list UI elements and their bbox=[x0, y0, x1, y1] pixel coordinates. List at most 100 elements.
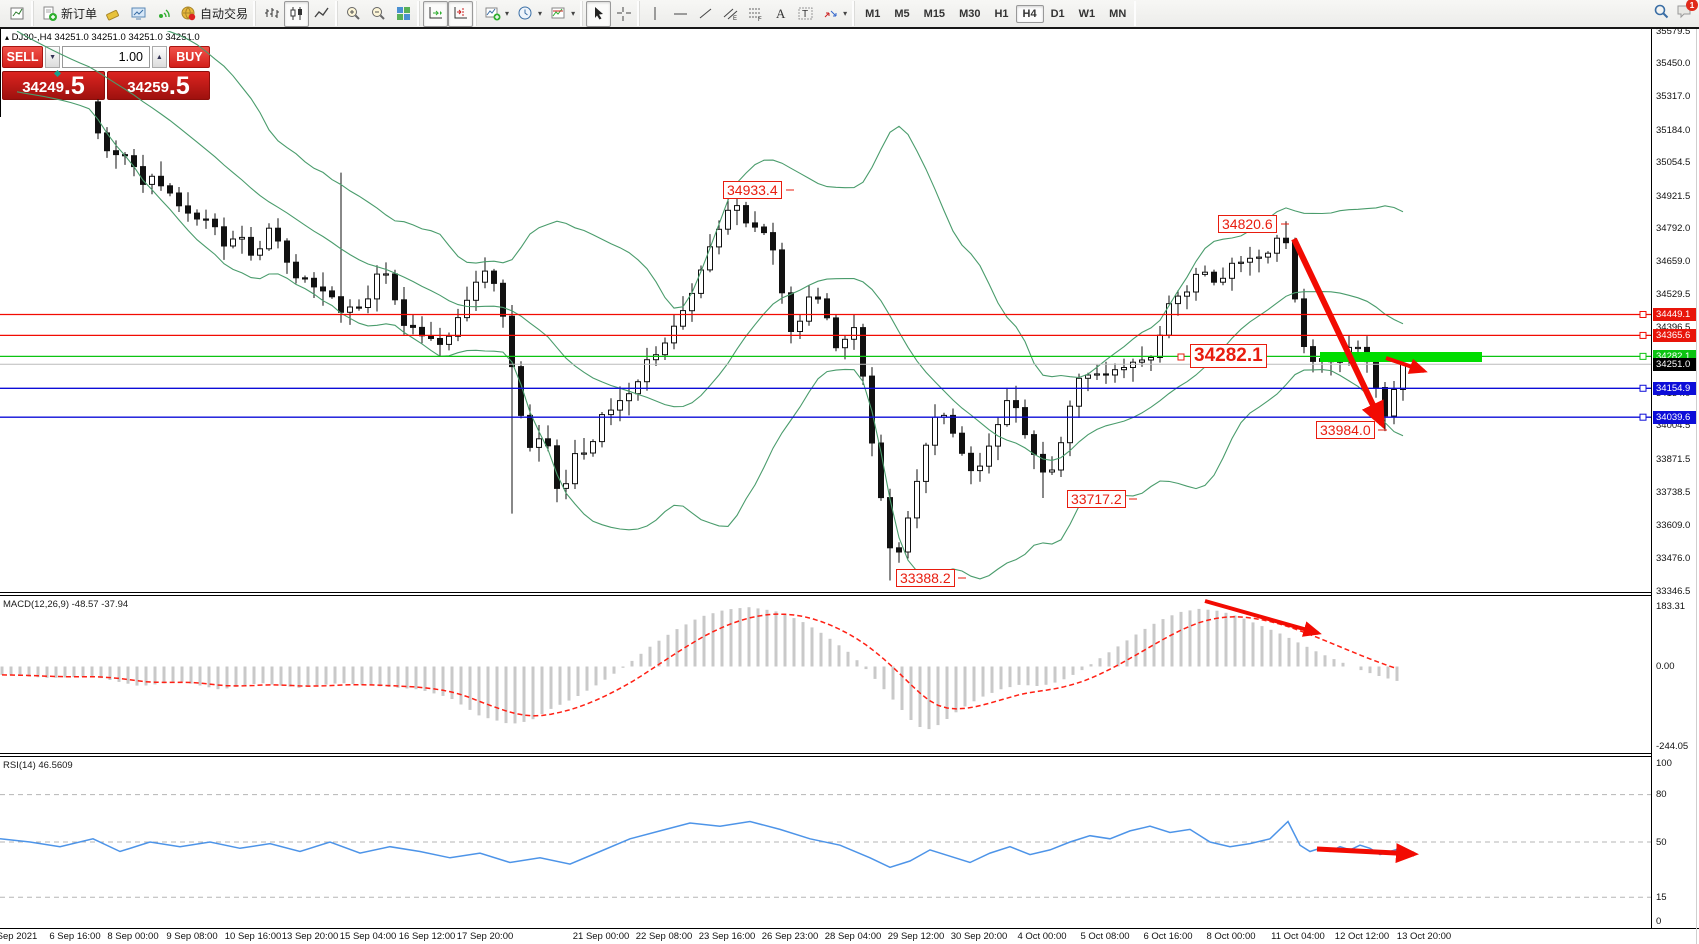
styler-button[interactable] bbox=[101, 1, 126, 27]
price-badge[interactable]: 34154.9 bbox=[1653, 381, 1696, 395]
crosshair-button[interactable] bbox=[611, 1, 636, 27]
timeframe-mn[interactable]: MN bbox=[1109, 7, 1127, 20]
price-badge[interactable]: 34449.1 bbox=[1653, 307, 1696, 321]
indicators-button[interactable]: ▾ bbox=[480, 1, 513, 27]
time-tick bbox=[0, 109, 1, 113]
timeframe-m30[interactable]: M30 bbox=[959, 7, 981, 20]
time-tick bbox=[0, 53, 1, 57]
price-axis-tick-label: 35184.0 bbox=[1656, 124, 1691, 136]
svg-text:E: E bbox=[733, 16, 737, 22]
zoom-out-button[interactable] bbox=[366, 1, 391, 27]
templates-button[interactable]: ▾ bbox=[546, 1, 579, 27]
price-badge[interactable]: 34039.6 bbox=[1653, 410, 1696, 424]
vline-icon bbox=[647, 5, 664, 22]
time-tick bbox=[0, 97, 1, 101]
line-chart-button[interactable] bbox=[309, 1, 334, 27]
label-button[interactable]: T bbox=[793, 1, 818, 27]
macd-panel[interactable] bbox=[0, 597, 1651, 753]
price-badge[interactable]: 34251.0 bbox=[1653, 357, 1696, 371]
autoscroll-icon bbox=[427, 5, 444, 22]
time-axis-label: 12 Oct 12:00 bbox=[1334, 931, 1390, 942]
timeframe-w1[interactable]: W1 bbox=[1078, 7, 1096, 20]
time-axis-label: 9 Sep 08:00 bbox=[166, 931, 218, 942]
autoscroll-button[interactable] bbox=[423, 0, 449, 27]
tile-windows-button[interactable] bbox=[391, 1, 416, 27]
text-button[interactable]: A bbox=[768, 1, 793, 27]
buy-button[interactable]: BUY bbox=[168, 46, 210, 68]
timeframe-m1[interactable]: M1 bbox=[865, 7, 881, 20]
periods-button[interactable]: ▾ bbox=[513, 1, 546, 27]
autotrade-button[interactable]: 自动交易 bbox=[176, 1, 252, 27]
volume-increase-button[interactable]: ▲ bbox=[152, 46, 167, 68]
new-order-icon bbox=[41, 5, 58, 22]
fibonacci-button[interactable]: F bbox=[743, 1, 768, 27]
toolbar-group: 新订单 自动交易 bbox=[33, 1, 255, 26]
search-icon[interactable] bbox=[1653, 3, 1670, 20]
svg-text:F: F bbox=[758, 17, 762, 22]
time-tick bbox=[0, 29, 1, 33]
svg-text:T: T bbox=[802, 9, 808, 20]
new-order-button-label: 新订单 bbox=[61, 7, 98, 21]
timeframe-m5[interactable]: M5 bbox=[894, 7, 910, 20]
collapse-arrow-icon[interactable]: ▴ bbox=[5, 33, 10, 42]
time-axis-label: 6 Sep 16:00 bbox=[49, 931, 101, 942]
window-icon[interactable] bbox=[5, 1, 30, 27]
shapes-button[interactable]: ▾ bbox=[818, 1, 851, 27]
channel-button[interactable]: E bbox=[718, 1, 743, 27]
ohlc-quotes: 34251.0 34251.0 34251.0 34251.0 bbox=[54, 32, 200, 43]
timeframe-m15[interactable]: M15 bbox=[923, 7, 946, 20]
rsi-axis-label: 80 bbox=[1656, 789, 1667, 801]
timeframe-h1[interactable]: H1 bbox=[994, 7, 1009, 20]
rsi-axis-label: 0 bbox=[1656, 915, 1662, 927]
candlestick-button[interactable] bbox=[284, 0, 310, 27]
time-axis-label: 16 Sep 12:00 bbox=[398, 931, 456, 942]
new-order-button[interactable]: 新订单 bbox=[37, 1, 101, 27]
price-badge[interactable]: 34365.6 bbox=[1653, 328, 1696, 342]
price-axis-tick-label: 34659.0 bbox=[1656, 256, 1691, 268]
time-tick bbox=[0, 41, 1, 45]
vline-button[interactable] bbox=[643, 1, 668, 27]
time-axis-label: 11 Oct 04:00 bbox=[1271, 931, 1325, 942]
chevron-down-icon[interactable]: ▾ bbox=[505, 9, 510, 18]
timeframe-h4[interactable]: H4 bbox=[1015, 4, 1044, 23]
trendline-button[interactable] bbox=[693, 1, 718, 27]
window-border bbox=[0, 27, 1699, 29]
price-axis-tick-label: 34396.5 bbox=[1656, 322, 1691, 334]
price-axis-tick-label: 33609.0 bbox=[1656, 519, 1691, 531]
toolbar-group: E F A T ▾ bbox=[639, 1, 854, 26]
zoom-in-button[interactable] bbox=[341, 1, 366, 27]
chart-shift-button[interactable] bbox=[448, 0, 474, 27]
zoom-out-icon bbox=[370, 5, 387, 22]
time-axis-label: 17 Sep 20:00 bbox=[456, 931, 514, 942]
cursor-button[interactable] bbox=[586, 0, 612, 27]
panel-separator[interactable] bbox=[0, 592, 1651, 593]
bar-chart-icon bbox=[263, 5, 280, 22]
candlestick-icon bbox=[288, 5, 305, 22]
hline-icon bbox=[672, 5, 689, 22]
time-axis-label: 26 Sep 23:00 bbox=[761, 931, 819, 942]
panel-separator[interactable] bbox=[0, 595, 1651, 596]
sell-button[interactable]: SELL bbox=[2, 46, 44, 68]
price-annotation: 34282.1 bbox=[1190, 344, 1267, 368]
rsi-panel[interactable] bbox=[0, 758, 1651, 928]
sell-price[interactable]: 34249.5 bbox=[2, 71, 105, 100]
buy-price[interactable]: 34259.5 bbox=[107, 71, 210, 100]
price-axis-tick-label: 34529.5 bbox=[1656, 288, 1691, 300]
signals-button[interactable] bbox=[151, 1, 176, 27]
panel-separator[interactable] bbox=[0, 756, 1651, 757]
chevron-down-icon[interactable]: ▾ bbox=[571, 9, 576, 18]
chevron-down-icon[interactable]: ▾ bbox=[843, 9, 848, 18]
hline-button[interactable] bbox=[668, 1, 693, 27]
market-watch-button[interactable] bbox=[126, 1, 151, 27]
chevron-down-icon[interactable]: ▾ bbox=[538, 9, 543, 18]
rsi-label: RSI(14) 46.5609 bbox=[3, 760, 73, 771]
toolbar-group bbox=[2, 1, 33, 26]
zoom-in-icon bbox=[345, 5, 362, 22]
timeframe-d1[interactable]: D1 bbox=[1050, 7, 1065, 20]
bar-chart-button[interactable] bbox=[259, 1, 284, 27]
panel-separator[interactable] bbox=[0, 753, 1651, 754]
volume-input[interactable] bbox=[62, 46, 150, 68]
notifications-button[interactable]: 1 bbox=[1676, 0, 1698, 20]
main-chart[interactable] bbox=[0, 31, 1651, 591]
time-axis-line bbox=[0, 928, 1699, 929]
